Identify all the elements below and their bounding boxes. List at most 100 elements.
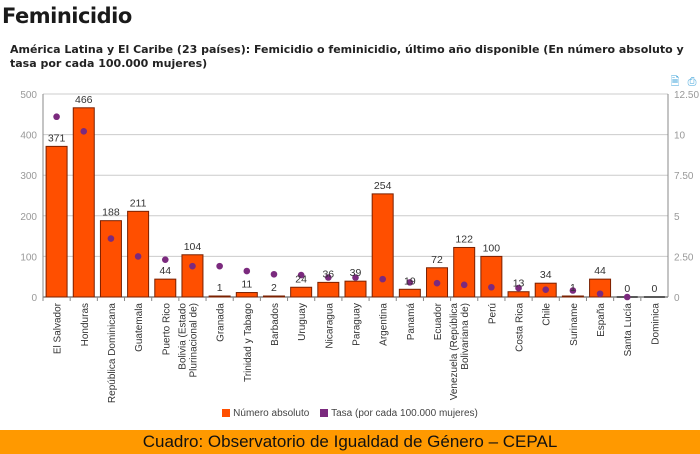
bar-value-label: 19: [404, 275, 416, 287]
rate-dot[interactable]: [406, 279, 414, 286]
bar-value-label: 0: [624, 283, 630, 295]
y-left-tick-label: 200: [20, 212, 37, 223]
category-label: Perú: [487, 303, 498, 324]
bar[interactable]: [453, 246, 476, 298]
rate-dot[interactable]: [270, 270, 278, 278]
bar[interactable]: [398, 288, 421, 298]
category-label: Panamá: [406, 303, 417, 341]
bar-value-label: 44: [159, 265, 171, 277]
rate-dot[interactable]: [134, 253, 142, 260]
category-label-line: España: [596, 303, 607, 337]
category-label-line: Honduras: [80, 303, 91, 346]
bar[interactable]: [72, 107, 95, 298]
rate-dot[interactable]: [623, 293, 631, 301]
bar[interactable]: [45, 145, 68, 298]
rate-dot[interactable]: [80, 128, 88, 135]
bar-value-label: 24: [295, 273, 307, 285]
rate-dot[interactable]: [216, 262, 223, 270]
bar[interactable]: [317, 281, 340, 298]
category-label: Costa Rica: [515, 303, 526, 352]
legend-item-rate[interactable]: Tasa (por cada 100.000 mujeres): [320, 408, 478, 419]
bar-value-label: 34: [540, 269, 552, 281]
bar-value-label: 104: [184, 241, 202, 253]
bar[interactable]: [208, 295, 231, 298]
rate-dot[interactable]: [243, 267, 251, 275]
print-icon[interactable]: ⎙: [687, 76, 697, 88]
y-left-tick-label: 300: [20, 171, 37, 182]
bar-value-label: 39: [350, 267, 362, 279]
category-label-line: Venezuela (República: [449, 303, 460, 401]
category-label-line: Guatemala: [134, 303, 145, 352]
legend-label: Tasa (por cada 100.000 mujeres): [331, 408, 478, 419]
page-title: Feminicidio: [2, 4, 132, 28]
bar[interactable]: [235, 292, 258, 298]
y-left-tick-label: 0: [31, 293, 37, 304]
y-axis-left: 0 100 200 300 400 500: [20, 90, 37, 304]
rate-dot[interactable]: [460, 281, 468, 289]
chart-toolbar: 🗎 ⎙: [669, 76, 698, 88]
category-label-line: Argentina: [379, 303, 390, 346]
rate-dot[interactable]: [53, 113, 60, 121]
category-label-line: Puerto Rico: [161, 303, 172, 356]
bar[interactable]: [480, 255, 503, 298]
y-axis-right: 0 2.50 5 7.50 10 12.50: [674, 90, 699, 304]
category-label: Nicaragua: [324, 303, 335, 349]
category-label: Ecuador: [433, 302, 444, 340]
bar[interactable]: [290, 286, 313, 298]
bar[interactable]: [181, 254, 204, 298]
category-label-line: El Salvador: [53, 302, 64, 354]
bar-value-label: 0: [651, 283, 657, 295]
category-label-line: Granada: [216, 303, 227, 342]
rate-dot[interactable]: [569, 287, 577, 294]
category-label-line: Ecuador: [433, 302, 444, 340]
category-label: Barbados: [270, 303, 281, 346]
bar[interactable]: [371, 193, 394, 298]
rate-dot[interactable]: [297, 271, 305, 279]
category-label: Suriname: [569, 303, 580, 346]
category-label: Guatemala: [134, 303, 145, 352]
category-label: Dominica: [650, 303, 661, 345]
bar-value-label: 13: [513, 278, 525, 290]
bar[interactable]: [344, 280, 367, 298]
y-right-tick-label: 0: [674, 293, 680, 304]
dots: [53, 113, 631, 301]
download-icon[interactable]: 🗎: [670, 76, 680, 88]
category-label: Puerto Rico: [161, 303, 172, 356]
rate-dot[interactable]: [189, 262, 196, 270]
category-label-line: Costa Rica: [515, 303, 526, 352]
category-label-line: República Dominicana: [107, 303, 118, 403]
legend-swatch-dot: [320, 409, 329, 417]
bar[interactable]: [99, 220, 122, 298]
y-left-tick-label: 500: [20, 90, 37, 101]
bar-value-label: 72: [431, 254, 443, 266]
category-label: Paraguay: [352, 303, 363, 346]
category-label-line: Suriname: [569, 303, 580, 346]
bar-value-label: 36: [322, 268, 334, 280]
bar-value-label: 44: [594, 265, 606, 277]
bar[interactable]: [507, 291, 530, 298]
rate-dot[interactable]: [433, 279, 441, 287]
category-label-line: Nicaragua: [324, 303, 335, 349]
bar[interactable]: [154, 278, 177, 298]
rate-dot[interactable]: [107, 235, 115, 242]
rate-dot[interactable]: [515, 284, 522, 292]
y-right-tick-label: 10: [674, 131, 686, 142]
bar-value-label: 466: [75, 94, 93, 106]
rate-dot[interactable]: [596, 290, 604, 298]
legend-item-absolute[interactable]: Número absoluto: [222, 408, 309, 419]
rate-dot[interactable]: [161, 256, 169, 263]
rate-dot[interactable]: [488, 283, 495, 291]
category-label-line: Trinidad y Tabago: [243, 303, 254, 382]
bar[interactable]: [561, 295, 584, 298]
rate-dot[interactable]: [542, 286, 550, 293]
bar-value-label: 11: [241, 279, 252, 291]
rate-dot[interactable]: [379, 275, 386, 283]
bar-value-label: 254: [374, 180, 392, 192]
rate-dot[interactable]: [325, 274, 332, 281]
y-right-tick-label: 5: [674, 212, 680, 223]
category-label: Santa Lucía: [623, 303, 634, 357]
rate-dot[interactable]: [352, 274, 359, 281]
category-label: El Salvador: [53, 302, 64, 354]
category-label: Chile: [542, 303, 553, 326]
bar[interactable]: [262, 295, 285, 298]
